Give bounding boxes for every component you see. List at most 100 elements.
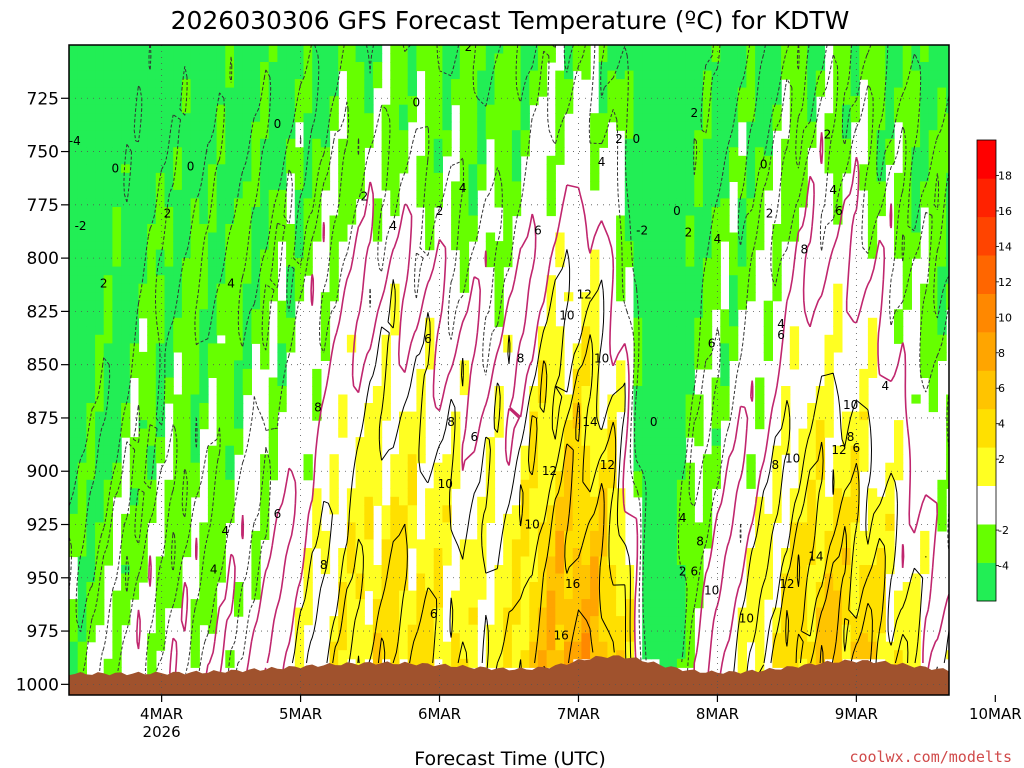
temperature-cell bbox=[216, 283, 226, 293]
temperature-cell bbox=[755, 565, 765, 575]
temperature-cell bbox=[902, 53, 912, 63]
temperature-cell bbox=[129, 113, 140, 123]
temperature-cell bbox=[381, 548, 391, 558]
temperature-cell bbox=[451, 207, 461, 217]
temperature-cell bbox=[642, 317, 652, 327]
temperature-cell bbox=[824, 334, 834, 344]
temperature-cell bbox=[685, 394, 695, 404]
temperature-cell bbox=[520, 445, 530, 455]
temperature-cell bbox=[355, 496, 365, 506]
temperature-cell bbox=[216, 548, 226, 558]
temperature-cell bbox=[650, 539, 661, 549]
temperature-cell bbox=[537, 539, 548, 549]
temperature-cell bbox=[685, 164, 695, 174]
temperature-cell bbox=[920, 45, 930, 55]
temperature-cell bbox=[572, 530, 582, 540]
temperature-cell bbox=[329, 266, 339, 276]
temperature-cell bbox=[459, 181, 470, 191]
temperature-cell bbox=[260, 172, 270, 182]
temperature-cell bbox=[676, 650, 687, 660]
temperature-cell bbox=[850, 522, 860, 532]
temperature-cell bbox=[112, 607, 122, 617]
temperature-cell bbox=[86, 45, 96, 55]
temperature-cell bbox=[207, 351, 218, 361]
temperature-cell bbox=[798, 573, 808, 583]
temperature-cell bbox=[225, 309, 235, 319]
temperature-cell bbox=[181, 454, 192, 464]
temperature-cell bbox=[668, 181, 678, 191]
temperature-cell bbox=[694, 360, 704, 370]
temperature-cell bbox=[103, 172, 113, 182]
temperature-cell bbox=[572, 62, 582, 72]
temperature-cell bbox=[86, 181, 96, 191]
temperature-cell bbox=[381, 411, 391, 421]
temperature-cell bbox=[546, 505, 556, 515]
contour-label: 12 bbox=[831, 443, 846, 457]
temperature-cell bbox=[572, 616, 582, 626]
temperature-cell bbox=[685, 215, 695, 225]
temperature-cell bbox=[815, 462, 826, 472]
temperature-cell bbox=[277, 45, 287, 55]
temperature-cell bbox=[590, 616, 600, 626]
temperature-cell bbox=[121, 258, 131, 268]
temperature-cell bbox=[207, 215, 218, 225]
temperature-cell bbox=[181, 172, 192, 182]
temperature-cell bbox=[894, 650, 904, 660]
temperature-cell bbox=[234, 87, 244, 97]
temperature-cell bbox=[590, 556, 600, 566]
temperature-cell bbox=[642, 45, 652, 55]
temperature-cell bbox=[572, 607, 582, 617]
temperature-cell bbox=[668, 573, 678, 583]
temperature-cell bbox=[824, 138, 834, 148]
temperature-cell bbox=[86, 241, 96, 251]
temperature-cell bbox=[234, 113, 244, 123]
temperature-cell bbox=[824, 530, 834, 540]
temperature-cell bbox=[676, 386, 687, 396]
temperature-cell bbox=[416, 565, 426, 575]
temperature-cell bbox=[737, 104, 747, 114]
temperature-cell bbox=[815, 70, 826, 80]
temperature-cell bbox=[155, 121, 166, 131]
temperature-cell bbox=[329, 658, 339, 668]
temperature-cell bbox=[798, 565, 808, 575]
temperature-cell bbox=[607, 556, 617, 566]
temperature-cell bbox=[399, 616, 409, 626]
credit-link[interactable]: coolwx.com/modelts bbox=[849, 748, 1012, 766]
temperature-cell bbox=[242, 113, 252, 123]
temperature-cell bbox=[694, 96, 704, 106]
temperature-cell bbox=[294, 172, 305, 182]
temperature-cell bbox=[95, 556, 105, 566]
temperature-cell bbox=[216, 326, 226, 336]
temperature-cell bbox=[928, 181, 938, 191]
contour-label: 2 bbox=[685, 226, 693, 240]
temperature-cell bbox=[624, 121, 635, 131]
temperature-cell bbox=[147, 377, 157, 387]
temperature-cell bbox=[372, 607, 383, 617]
temperature-cell bbox=[147, 317, 157, 327]
temperature-cell bbox=[850, 590, 860, 600]
temperature-cell bbox=[477, 104, 487, 114]
temperature-cell bbox=[607, 513, 617, 523]
temperature-cell bbox=[807, 488, 817, 498]
temperature-cell bbox=[346, 616, 357, 626]
temperature-cell bbox=[216, 155, 226, 165]
temperature-cell bbox=[207, 590, 218, 600]
temperature-cell bbox=[685, 326, 695, 336]
temperature-cell bbox=[181, 249, 192, 259]
temperature-cell bbox=[399, 462, 409, 472]
temperature-cell bbox=[946, 266, 949, 276]
temperature-cell bbox=[503, 198, 513, 208]
temperature-cell bbox=[129, 539, 140, 549]
temperature-cell bbox=[668, 624, 678, 634]
temperature-cell bbox=[642, 462, 652, 472]
temperature-cell bbox=[581, 582, 591, 592]
temperature-cell bbox=[815, 582, 826, 592]
temperature-cell bbox=[372, 411, 383, 421]
temperature-cell bbox=[451, 232, 461, 242]
temperature-cell bbox=[451, 624, 461, 634]
temperature-cell bbox=[650, 403, 661, 413]
temperature-cell bbox=[390, 155, 400, 165]
temperature-cell bbox=[650, 130, 661, 140]
temperature-cell bbox=[216, 513, 226, 523]
temperature-cell bbox=[390, 317, 400, 327]
